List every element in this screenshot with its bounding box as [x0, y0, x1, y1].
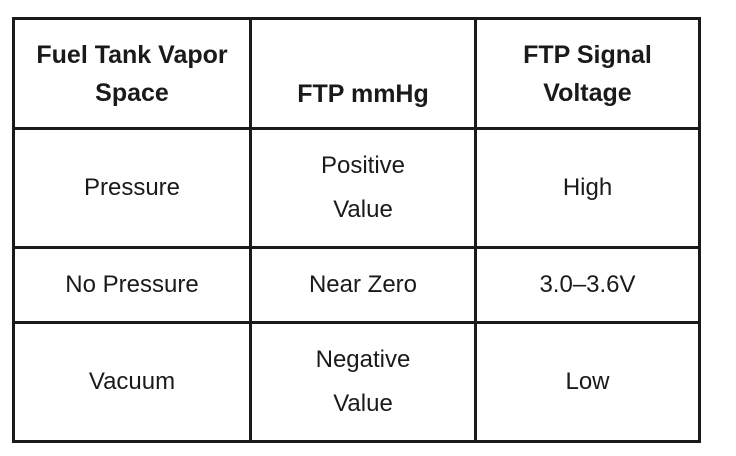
cell-signal-voltage: Low [474, 321, 701, 443]
cell-ftp-mmhg: Positive Value [249, 127, 477, 249]
cell-vapor-space: Pressure [12, 127, 252, 249]
cell-vapor-space: No Pressure [12, 246, 252, 324]
cell-ftp-mmhg: Negative Value [249, 321, 477, 443]
header-ftp-mmhg: FTP mmHg [249, 17, 477, 130]
table-header-row: Fuel Tank Vapor Space FTP mmHg FTP Signa… [12, 17, 701, 130]
cell-signal-voltage: 3.0–3.6V [474, 246, 701, 324]
table-row: Pressure Positive Value High [12, 127, 701, 249]
header-ftp-signal-voltage: FTP Signal Voltage [474, 17, 701, 130]
table-row: No Pressure Near Zero 3.0–3.6V [12, 246, 701, 324]
cell-ftp-mmhg: Near Zero [249, 246, 477, 324]
cell-signal-voltage: High [474, 127, 701, 249]
ftp-voltage-table: Fuel Tank Vapor Space FTP mmHg FTP Signa… [12, 17, 701, 443]
ftp-table-container: Fuel Tank Vapor Space FTP mmHg FTP Signa… [12, 17, 701, 443]
cell-vapor-space: Vacuum [12, 321, 252, 443]
header-fuel-tank-vapor-space: Fuel Tank Vapor Space [12, 17, 252, 130]
table-row: Vacuum Negative Value Low [12, 321, 701, 443]
